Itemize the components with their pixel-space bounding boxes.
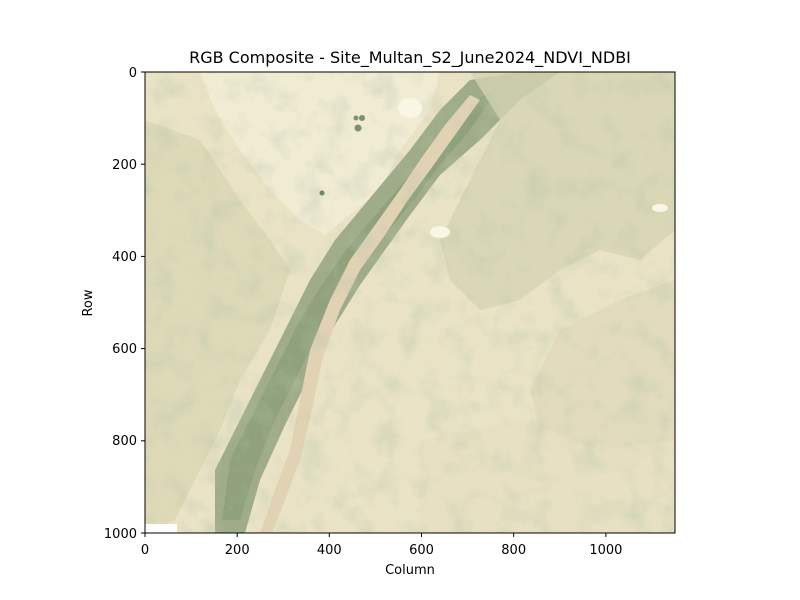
- x-axis: 0 200 400 600 800 1000: [141, 533, 622, 558]
- x-tick-label: 600: [409, 543, 434, 558]
- y-tick-label: 800: [112, 434, 137, 449]
- x-tick-label: 200: [225, 543, 250, 558]
- y-tick-label: 400: [112, 250, 137, 265]
- y-tick-label: 600: [112, 342, 137, 357]
- x-tick-label: 1000: [589, 543, 622, 558]
- x-tick-label: 0: [141, 543, 149, 558]
- satellite-image: [145, 72, 675, 533]
- plot-frame: [144, 71, 676, 534]
- y-tick-label: 0: [129, 66, 137, 81]
- x-tick-label: 800: [501, 543, 526, 558]
- y-tick-label: 1000: [104, 527, 137, 542]
- x-axis-label: Column: [385, 563, 435, 578]
- y-tick-label: 200: [112, 158, 137, 173]
- x-tick-label: 400: [317, 543, 342, 558]
- y-axis-label: Row: [81, 289, 96, 316]
- image-title: RGB Composite - Site_Multan_S2_June2024_…: [189, 48, 631, 68]
- y-axis: 0 200 400 600 800 1000: [104, 66, 145, 542]
